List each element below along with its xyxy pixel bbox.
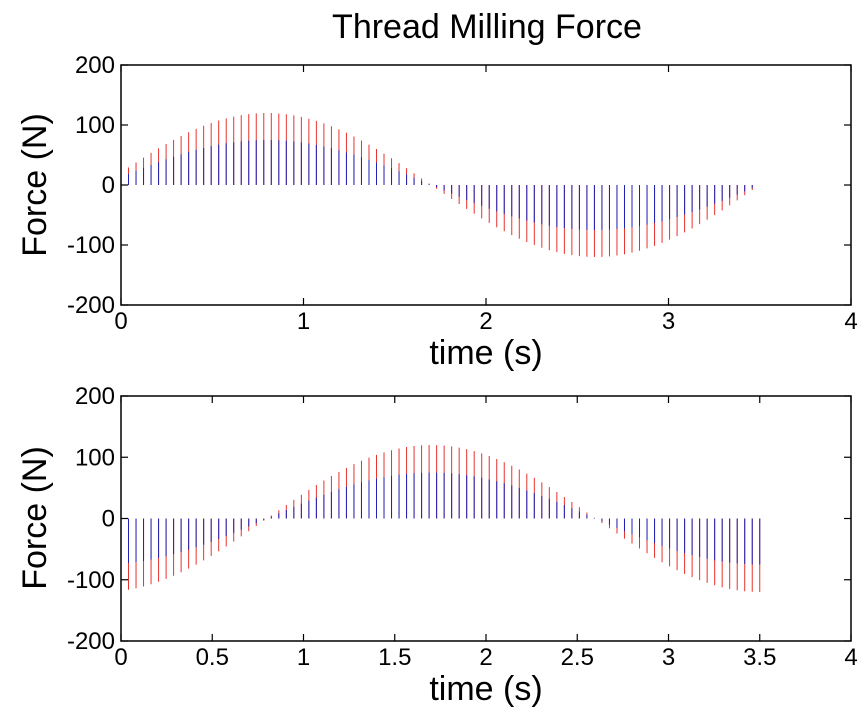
top-x-tick-label: 0 bbox=[114, 308, 127, 335]
bottom-x-tick-label: 2.5 bbox=[561, 644, 594, 671]
bottom-series-group bbox=[120, 445, 761, 592]
bottom-y-axis-title: Force (N) bbox=[16, 446, 54, 590]
top-x-tick-label: 2 bbox=[479, 308, 492, 335]
bottom-x-tick-label: 0 bbox=[114, 644, 127, 671]
top-x-tick-label: 1 bbox=[297, 308, 310, 335]
top-x-axis-title: time (s) bbox=[429, 334, 542, 372]
bottom-x-tick-label: 2 bbox=[479, 644, 492, 671]
top-plot: 0 1 2 3 4 200 100 0 -100 -200 time (s) Force (N) bbox=[16, 52, 858, 372]
bottom-y-tick-label: 100 bbox=[75, 444, 115, 471]
chart-title: Thread Milling Force bbox=[332, 8, 642, 46]
top-y-axis-title: Force (N) bbox=[16, 113, 54, 257]
bottom-x-tick-label: 0.5 bbox=[196, 644, 229, 671]
bottom-y-tick-label: -200 bbox=[67, 628, 115, 655]
bottom-series-red bbox=[120, 445, 761, 592]
top-ticks: 0 1 2 3 4 200 100 0 -100 -200 bbox=[67, 52, 858, 335]
top-y-tick-label: 0 bbox=[102, 172, 115, 199]
bottom-plot: 0 0.5 1 1.5 2 2.5 3 3.5 4 200 100 0 -100 -200 time (s… bbox=[16, 383, 858, 708]
top-y-tick-label: -100 bbox=[67, 232, 115, 259]
bottom-plot-frame bbox=[120, 395, 852, 642]
bottom-x-tick-label: 3.5 bbox=[743, 644, 776, 671]
bottom-x-tick-label: 1.5 bbox=[378, 644, 411, 671]
bottom-y-tick-label: -100 bbox=[67, 567, 115, 594]
top-x-tick-label: 4 bbox=[844, 308, 857, 335]
bottom-x-tick-label: 1 bbox=[297, 644, 310, 671]
bottom-y-tick-label: 0 bbox=[102, 506, 115, 533]
top-series-blue bbox=[120, 140, 753, 230]
bottom-y-tick-label: 200 bbox=[75, 383, 115, 410]
bottom-x-tick-label: 4 bbox=[844, 644, 857, 671]
bottom-x-tick-label: 3 bbox=[662, 644, 675, 671]
top-y-tick-label: 200 bbox=[75, 52, 115, 79]
bottom-ticks: 0 0.5 1 1.5 2 2.5 3 3.5 4 200 100 0 -100 -200 bbox=[67, 383, 858, 671]
top-x-tick-label: 3 bbox=[662, 308, 675, 335]
bottom-x-axis-title: time (s) bbox=[429, 670, 542, 708]
top-y-tick-label: 100 bbox=[75, 112, 115, 139]
bottom-series-blue bbox=[120, 472, 761, 565]
top-y-tick-label: -200 bbox=[67, 292, 115, 319]
top-series-red bbox=[120, 113, 753, 257]
top-plot-frame bbox=[120, 64, 852, 306]
top-series-group bbox=[120, 113, 753, 257]
